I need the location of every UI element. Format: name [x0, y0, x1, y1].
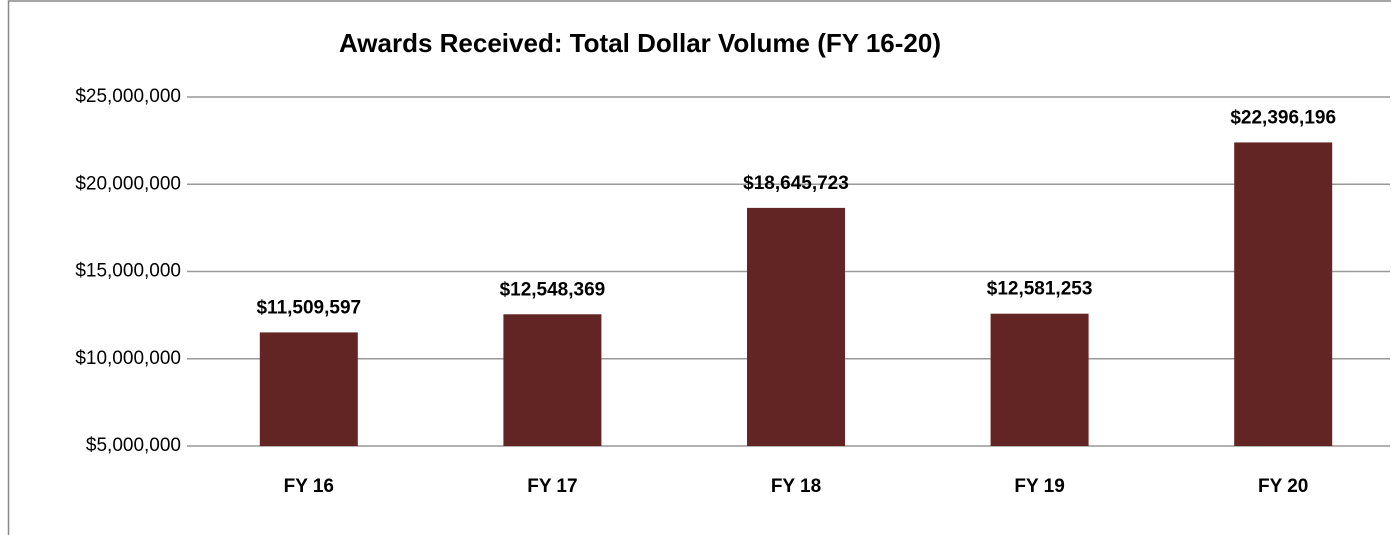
y-tick-label: $25,000,000: [75, 86, 181, 107]
bar: [1234, 142, 1333, 446]
chart-frame: [7, 0, 1391, 535]
x-tick-label: FY 17: [527, 476, 577, 497]
y-tick-label: $10,000,000: [75, 348, 181, 369]
y-tick-label: $20,000,000: [75, 173, 181, 194]
bar: [259, 332, 358, 446]
x-tick-label: FY 16: [284, 476, 334, 497]
chart-title: Awards Received: Total Dollar Volume (FY…: [339, 28, 941, 58]
value-label: $18,645,723: [743, 173, 849, 194]
value-label: $22,396,196: [1230, 107, 1336, 128]
y-tick-label: $5,000,000: [86, 435, 181, 456]
y-tick-label: $15,000,000: [75, 261, 181, 282]
value-label: $11,509,597: [256, 297, 361, 318]
x-tick-label: FY 20: [1258, 476, 1308, 497]
x-tick-label: FY 19: [1014, 476, 1064, 497]
value-label: $12,548,369: [500, 279, 606, 300]
bar: [990, 313, 1089, 446]
value-label: $12,581,253: [987, 279, 1093, 300]
x-tick-label: FY 18: [771, 476, 821, 497]
bar: [503, 314, 602, 446]
bar: [747, 207, 845, 446]
